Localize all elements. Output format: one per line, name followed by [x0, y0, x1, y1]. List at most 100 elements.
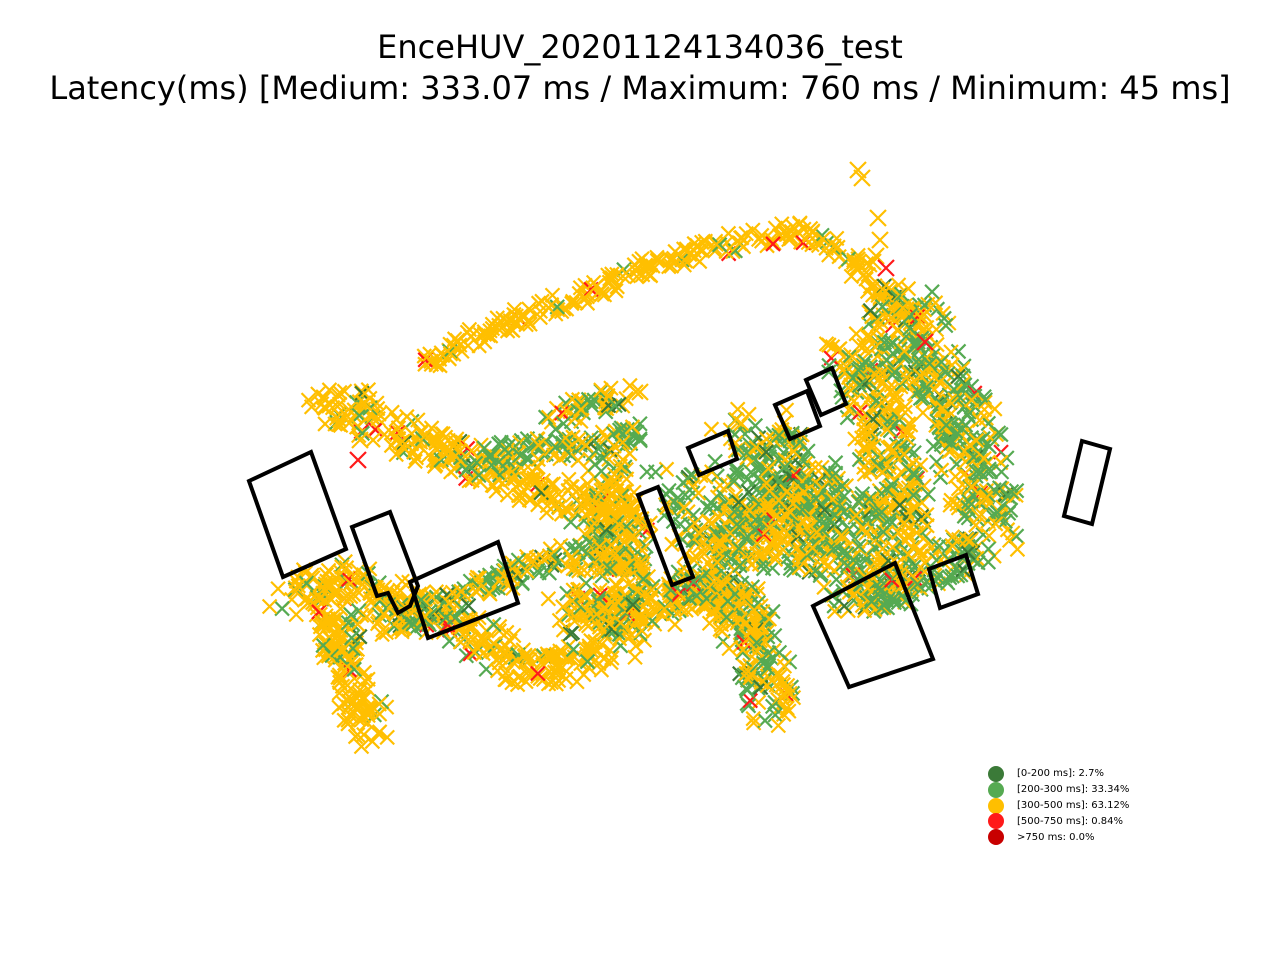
scatter-point: [839, 557, 856, 574]
scatter-point: [348, 656, 364, 673]
scatter-point: [597, 600, 614, 617]
scatter-point: [321, 575, 338, 591]
scatter-point: [274, 600, 290, 617]
scatter-point: [765, 236, 781, 252]
scatter-point: [577, 526, 593, 542]
scatter-point: [871, 231, 889, 249]
scatter-point: [686, 242, 702, 259]
scatter-point: [384, 404, 400, 421]
scatter-point: [968, 464, 985, 480]
scatter-point: [603, 654, 619, 671]
scatter-point: [896, 343, 913, 359]
scatter-point: [628, 263, 645, 280]
scatter-point: [688, 587, 705, 604]
scatter-point: [884, 539, 901, 555]
scatter-point: [924, 356, 940, 372]
scatter-point: [471, 581, 488, 598]
scatter-point: [851, 538, 867, 554]
scatter-point: [543, 476, 560, 493]
scatter-point: [809, 540, 826, 556]
scatter-point: [755, 655, 772, 671]
scatter-point: [632, 431, 648, 447]
scatter-point: [435, 426, 451, 442]
scatter-point: [947, 468, 964, 485]
scatter-point: [871, 495, 888, 511]
scatter-point: [808, 490, 824, 507]
scatter-point: [405, 616, 421, 632]
scatter-point: [778, 402, 795, 418]
scatter-point: [564, 391, 581, 408]
scatter-point: [635, 571, 652, 587]
scatter-point: [315, 637, 331, 654]
scatter-point: [566, 553, 582, 570]
scatter-point: [676, 257, 693, 273]
scatter-point: [349, 451, 367, 469]
scatter-point: [860, 266, 877, 283]
scatter-point: [530, 437, 547, 453]
scatter-point: [365, 432, 381, 448]
scatter-point: [540, 590, 557, 607]
scatter-point: [916, 333, 934, 351]
scatter-point: [578, 506, 594, 523]
scatter-point: [290, 578, 307, 594]
scatter-point: [591, 564, 608, 580]
scatter-point: [728, 463, 745, 480]
scatter-point: [364, 733, 381, 750]
scatter-point: [609, 279, 625, 295]
scatter-point: [743, 464, 759, 481]
scatter-point: [956, 377, 973, 393]
scatter-point: [343, 707, 359, 724]
scatter-point: [741, 629, 758, 646]
scatter-point: [943, 442, 960, 458]
scatter-point: [861, 490, 878, 507]
scatter-point: [573, 401, 589, 418]
scatter-point: [559, 503, 576, 519]
scatter-point: [543, 440, 560, 457]
scatter-point: [981, 461, 997, 477]
scatter-point: [551, 612, 568, 629]
scatter-point: [579, 295, 596, 311]
scatter-point: [530, 471, 546, 488]
scatter-point: [920, 486, 937, 503]
scatter-point: [879, 421, 896, 438]
scatter-point: [587, 501, 604, 517]
scatter-point: [900, 280, 917, 297]
scatter-point: [924, 284, 940, 300]
scatter-point: [617, 495, 633, 512]
obstacle-outline: [407, 539, 521, 641]
scatter-point: [520, 648, 537, 664]
scatter-point: [675, 590, 692, 606]
scatter-point: [902, 417, 919, 433]
scatter-point: [882, 439, 899, 455]
scatter-point: [298, 575, 315, 591]
scatter-point: [557, 500, 574, 516]
scatter-point: [603, 486, 619, 502]
scatter-point: [482, 328, 499, 344]
scatter-point: [360, 671, 376, 688]
scatter-point: [708, 236, 725, 253]
scatter-point: [485, 477, 502, 494]
scatter-point: [631, 383, 649, 401]
scatter-point: [564, 487, 581, 504]
scatter-point: [490, 436, 507, 452]
scatter-point: [977, 394, 993, 411]
scatter-point: [767, 508, 784, 525]
scatter-point: [611, 517, 628, 533]
scatter-point: [498, 624, 515, 641]
scatter-point: [711, 237, 728, 253]
scatter-point: [375, 606, 392, 622]
scatter-point: [912, 542, 929, 559]
scatter-point: [816, 502, 833, 518]
legend-label: [500-750 ms]: 0.84%: [1017, 815, 1124, 827]
scatter-point: [899, 430, 915, 447]
scatter-point: [544, 647, 561, 663]
scatter-point: [608, 283, 624, 299]
scatter-point: [931, 374, 948, 391]
scatter-point: [303, 399, 320, 415]
scatter-point: [862, 302, 879, 319]
scatter-point: [512, 487, 529, 504]
scatter-point: [844, 348, 861, 365]
legend-item: >750 ms: 0.0%: [988, 829, 1129, 846]
obstacle-outline: [246, 449, 349, 580]
scatter-point: [343, 654, 359, 671]
